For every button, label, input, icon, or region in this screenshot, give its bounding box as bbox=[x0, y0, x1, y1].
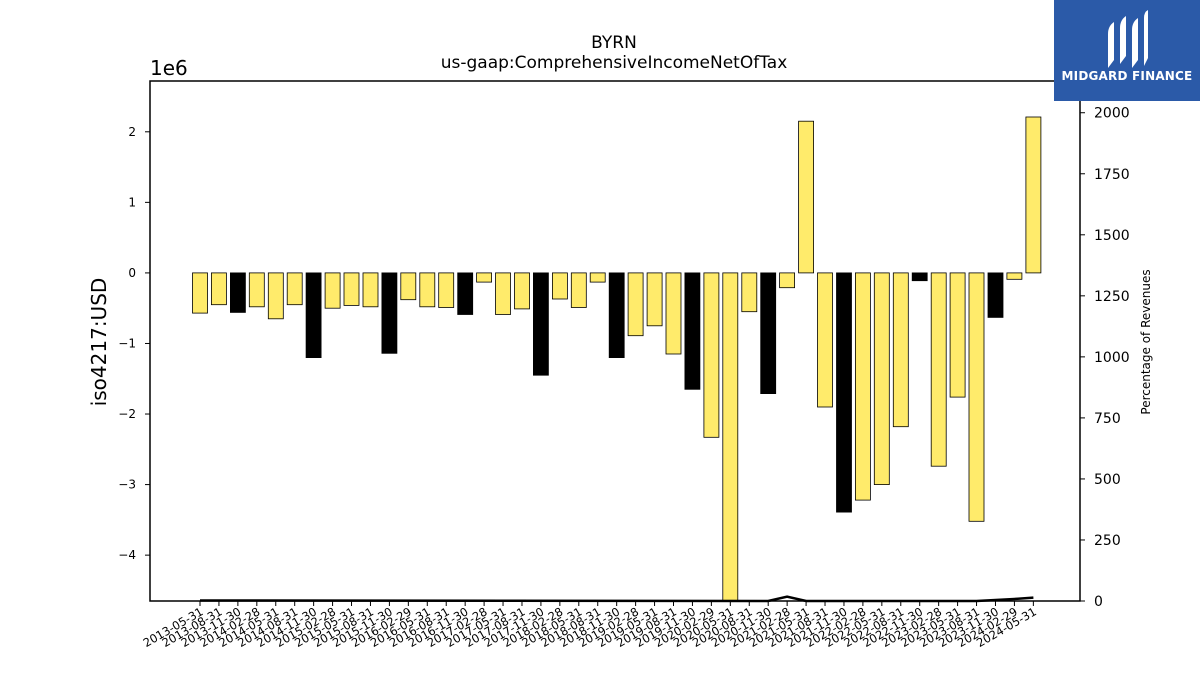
bar-2024-02-29 bbox=[1006, 272, 1023, 280]
bar-2017-05-31 bbox=[495, 272, 511, 315]
y-tick-label: 2 bbox=[128, 125, 136, 139]
bar-2018-11-30 bbox=[608, 272, 625, 358]
bar-2015-05-31 bbox=[343, 272, 360, 306]
bar-2018-02-28 bbox=[552, 272, 568, 300]
y2-tick-label: 1500 bbox=[1094, 228, 1130, 244]
bar-2022-11-30 bbox=[911, 272, 928, 282]
y2-axis-label: Percentage of Revenues bbox=[1139, 269, 1153, 414]
y2-tick-label: 1000 bbox=[1094, 350, 1130, 366]
chart-title: BYRN bbox=[591, 33, 637, 53]
bar-2020-08-31 bbox=[741, 272, 758, 313]
bar-2019-11-30 bbox=[684, 272, 701, 390]
x-axis: 2013-05-312013-08-312013-11-302014-02-28… bbox=[141, 601, 1039, 650]
bar-2022-08-31 bbox=[892, 272, 909, 428]
bar-2016-05-31 bbox=[419, 272, 436, 308]
y2-tick-label: 250 bbox=[1094, 533, 1121, 549]
logo-brand-text: MIDGARD FINANCE bbox=[1061, 69, 1193, 83]
bar-2021-05-31 bbox=[798, 120, 814, 274]
bar-2019-08-31 bbox=[665, 272, 682, 355]
y-tick-label: 1 bbox=[128, 195, 136, 209]
bar-2013-05-31 bbox=[192, 272, 208, 314]
y-tick-label: −3 bbox=[118, 478, 136, 492]
bar-2024-05-31 bbox=[1025, 116, 1042, 274]
bar-2023-02-28 bbox=[930, 272, 947, 467]
chart-subtitle: us-gaap:ComprehensiveIncomeNetOfTax bbox=[441, 53, 788, 73]
bar-2015-08-31 bbox=[362, 272, 379, 308]
bar-2023-08-31 bbox=[968, 272, 985, 522]
bar-2015-11-30 bbox=[381, 272, 398, 354]
bar-2014-02-28 bbox=[248, 272, 265, 308]
y-axis: 2 1 0 −1 −2 −3 −4 bbox=[118, 125, 150, 562]
bar-2019-02-28 bbox=[627, 272, 644, 337]
y2-tick-label: 750 bbox=[1094, 411, 1121, 427]
y2-tick-label: 1750 bbox=[1094, 167, 1130, 183]
bar-2021-11-30 bbox=[836, 272, 852, 513]
bar-2018-08-31 bbox=[589, 272, 606, 283]
y2-axis: 2000 1750 1500 1250 1000 750 500 250 0 bbox=[1080, 106, 1130, 610]
bar-2017-02-28 bbox=[476, 272, 493, 283]
y-offset-label: 1e6 bbox=[150, 56, 188, 80]
brand-logo: MIDGARD FINANCE bbox=[1054, 0, 1200, 101]
bar-2014-05-31 bbox=[267, 272, 284, 320]
plot-frame bbox=[149, 80, 1081, 602]
bar-2021-02-28 bbox=[779, 272, 795, 289]
bar-2023-11-30 bbox=[987, 272, 1004, 318]
bar-2014-11-30 bbox=[305, 272, 322, 358]
y-tick-label: −4 bbox=[118, 548, 136, 562]
y-tick-label: −1 bbox=[118, 336, 136, 350]
y2-tick-label: 2000 bbox=[1094, 106, 1130, 122]
y-tick-label: 0 bbox=[128, 266, 136, 280]
y2-tick-label: 1250 bbox=[1094, 289, 1130, 305]
y-axis-label: iso4217:USD bbox=[87, 278, 111, 407]
bar-2023-05-31 bbox=[949, 272, 966, 398]
bar-2021-08-31 bbox=[817, 272, 833, 408]
bar-2017-11-30 bbox=[533, 272, 549, 376]
bar-2020-11-30 bbox=[760, 272, 777, 394]
bar-2020-02-29 bbox=[703, 272, 720, 438]
bar-2016-08-31 bbox=[438, 272, 455, 308]
y2-tick-label: 0 bbox=[1094, 594, 1103, 610]
bar-2019-05-31 bbox=[646, 272, 663, 327]
bar-2017-08-31 bbox=[514, 272, 530, 310]
bars-group bbox=[192, 116, 1042, 602]
y2-tick-label: 500 bbox=[1094, 472, 1121, 488]
bar-2016-11-30 bbox=[457, 272, 474, 315]
bar-2015-02-28 bbox=[324, 272, 341, 309]
midgard-logo-icon bbox=[1108, 10, 1148, 68]
bar-2022-02-28 bbox=[855, 272, 871, 501]
bar-2016-02-29 bbox=[400, 272, 417, 301]
bar-2018-05-31 bbox=[570, 272, 587, 308]
bar-2014-08-31 bbox=[286, 272, 303, 306]
bar-2013-11-30 bbox=[229, 272, 246, 313]
bar-2022-05-31 bbox=[873, 272, 890, 485]
bar-2013-08-31 bbox=[210, 272, 227, 306]
y-tick-label: −2 bbox=[118, 407, 136, 421]
bar-2020-05-31 bbox=[722, 272, 739, 602]
